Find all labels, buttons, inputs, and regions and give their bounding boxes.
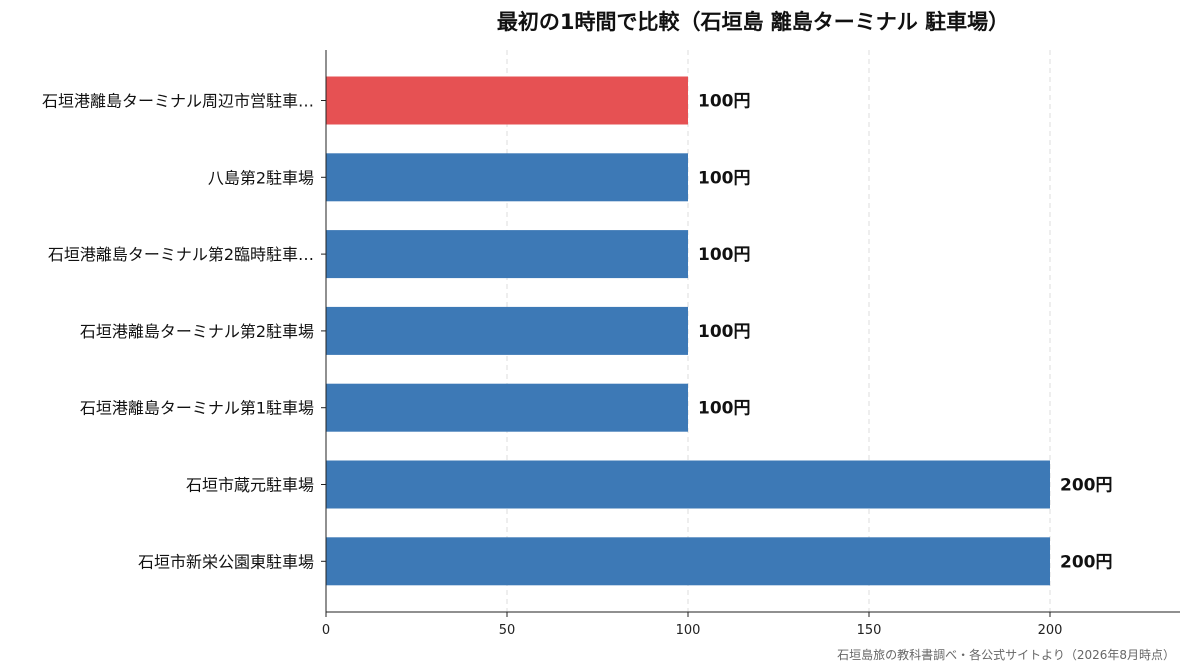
bars <box>326 76 1050 586</box>
chart-title: 最初の1時間で比較（石垣島 離島ターミナル 駐車場） <box>496 10 1010 34</box>
x-tick-label: 0 <box>322 623 330 638</box>
x-tick-label: 100 <box>676 623 701 638</box>
source-note: 石垣島旅の教科書調べ・各公式サイトより（2026年8月時点） <box>837 648 1175 662</box>
category-label: 石垣港離島ターミナル第2臨時駐車… <box>48 245 314 264</box>
data-label: 100円 <box>698 399 751 419</box>
data-label: 100円 <box>698 322 751 342</box>
category-labels: 石垣港離島ターミナル周辺市営駐車… 八島第2駐車場石垣港離島ターミナル第2臨時駐車… <box>42 92 314 572</box>
category-label: 石垣市蔵元駐車場 <box>186 476 314 495</box>
bar <box>326 76 688 125</box>
bar <box>326 306 688 355</box>
category-label: 石垣市新栄公園東駐車場 <box>138 552 314 571</box>
data-label: 100円 <box>698 168 751 188</box>
category-label: 石垣港離島ターミナル周辺市営駐車… <box>42 92 314 111</box>
axes: 0 50 100 150 200 <box>321 50 1180 638</box>
bar <box>326 230 688 279</box>
data-label: 200円 <box>1060 552 1113 572</box>
data-label: 200円 <box>1060 476 1113 496</box>
category-label: 八島第2駐車場 <box>208 168 314 187</box>
bar <box>326 537 1050 586</box>
data-label: 100円 <box>698 245 751 265</box>
x-tick-label: 50 <box>499 623 516 638</box>
value-labels: 100円 100円 100円 100円 100円 200円 200円 <box>698 92 1113 573</box>
bar <box>326 383 688 432</box>
x-tick-label: 150 <box>857 623 882 638</box>
data-label: 100円 <box>698 92 751 112</box>
category-label: 石垣港離島ターミナル第1駐車場 <box>80 399 314 418</box>
bar <box>326 460 1050 509</box>
x-tick-label: 200 <box>1038 623 1063 638</box>
category-label: 石垣港離島ターミナル第2駐車場 <box>80 322 314 341</box>
bar <box>326 153 688 202</box>
